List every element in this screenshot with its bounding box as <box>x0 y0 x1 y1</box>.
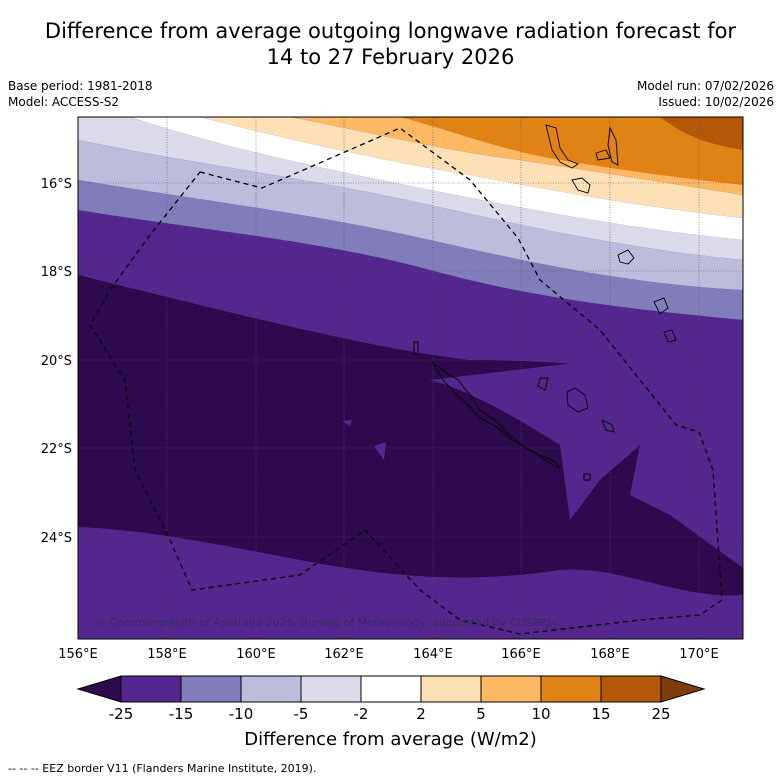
issued-date: Issued: 10/02/2026 <box>658 95 774 109</box>
band-east-minus15 <box>430 360 743 568</box>
map-frame <box>77 116 744 640</box>
colorbar-tick-label: -25 <box>108 705 134 723</box>
title-line-1: Difference from average outgoing longwav… <box>44 19 737 43</box>
lon-label: 170°E <box>679 647 719 662</box>
maewo-island <box>607 126 619 166</box>
colorbar-title: Difference from average (W/m2) <box>244 729 537 750</box>
band-north-minus15 <box>78 210 743 380</box>
lon-label: 166°E <box>501 647 541 662</box>
model-name: Model: ACCESS-S2 <box>8 95 120 109</box>
colorbar <box>76 675 706 703</box>
colorbar-tick-label: 15 <box>591 705 611 723</box>
colorbar-segment <box>300 675 362 703</box>
title-line-2: 14 to 27 February 2026 <box>266 45 515 69</box>
colorbar-segment <box>360 675 422 703</box>
colorbar-tick-label: -10 <box>228 705 254 723</box>
colorbar-segment <box>600 675 662 703</box>
band-south-minus15 <box>78 527 743 639</box>
islet <box>413 341 419 355</box>
band-plus5 <box>200 117 743 218</box>
lon-label: 158°E <box>147 647 187 662</box>
lon-label: 168°E <box>590 647 630 662</box>
map-area: © Commonwealth of Australia 2026, Bureau… <box>78 117 743 639</box>
new-caledonia-island <box>431 361 561 469</box>
band-minus10 <box>78 180 743 320</box>
colorbar-segment <box>540 675 602 703</box>
lifou-island <box>566 387 589 413</box>
ambae-island <box>595 149 611 161</box>
efate-island <box>617 249 635 265</box>
coastlines <box>413 124 677 481</box>
colorbar-segment <box>180 675 242 703</box>
band-plus25 <box>660 117 743 150</box>
lat-label: 22°S <box>41 442 72 457</box>
lon-label: 156°E <box>58 647 98 662</box>
colorbar-segment <box>480 675 542 703</box>
colorbar-extend-low <box>76 675 122 703</box>
chart-title: Difference from average outgoing longwav… <box>0 18 781 70</box>
colorbar-tick-label: 10 <box>531 705 551 723</box>
mare-island <box>601 419 615 433</box>
colorbar-tick-label: 2 <box>416 705 426 723</box>
ouvea-island <box>537 377 549 391</box>
lat-label: 16°S <box>41 177 72 192</box>
band-neutral <box>130 117 743 240</box>
patch <box>342 420 352 426</box>
colorbar-tick-label: -15 <box>168 705 194 723</box>
lon-label: 160°E <box>236 647 276 662</box>
colorbar-tick-label: -5 <box>293 705 309 723</box>
band-minus5 <box>78 140 743 290</box>
lat-label: 24°S <box>41 531 72 546</box>
lat-label: 18°S <box>41 265 72 280</box>
colorbar-extend-high <box>660 675 706 703</box>
meta-left: Base period: 1981-2018 Model: ACCESS-S2 <box>8 78 153 110</box>
copyright-notice: © Commonwealth of Australia 2026, Bureau… <box>95 616 558 629</box>
colorbar-tick-label: -2 <box>353 705 369 723</box>
tanna-island <box>663 329 677 343</box>
colorbar-tick-label: 25 <box>651 705 671 723</box>
lon-label: 164°E <box>413 647 453 662</box>
eez-legend-note: -- -- -- EEZ border V11 (Flanders Marine… <box>8 762 317 775</box>
small-island <box>583 473 591 481</box>
meta-right: Model run: 07/02/2026 Issued: 10/02/2026 <box>637 78 774 110</box>
base-period: Base period: 1981-2018 <box>8 79 153 93</box>
lat-label: 20°S <box>41 354 72 369</box>
colorbar-tick-label: 5 <box>476 705 486 723</box>
model-run: Model run: 07/02/2026 <box>636 79 774 93</box>
colorbar-segment <box>240 675 302 703</box>
malekula-island <box>571 177 591 194</box>
patch <box>374 442 386 460</box>
lon-label: 162°E <box>324 647 364 662</box>
espiritu-santo-island <box>545 124 579 169</box>
colorbar-segment <box>420 675 482 703</box>
colorbar-segment <box>120 675 182 703</box>
gridlines <box>78 117 743 639</box>
erromango-island <box>653 297 669 315</box>
band-minus2 <box>78 117 743 260</box>
band-plus15 <box>400 117 743 185</box>
